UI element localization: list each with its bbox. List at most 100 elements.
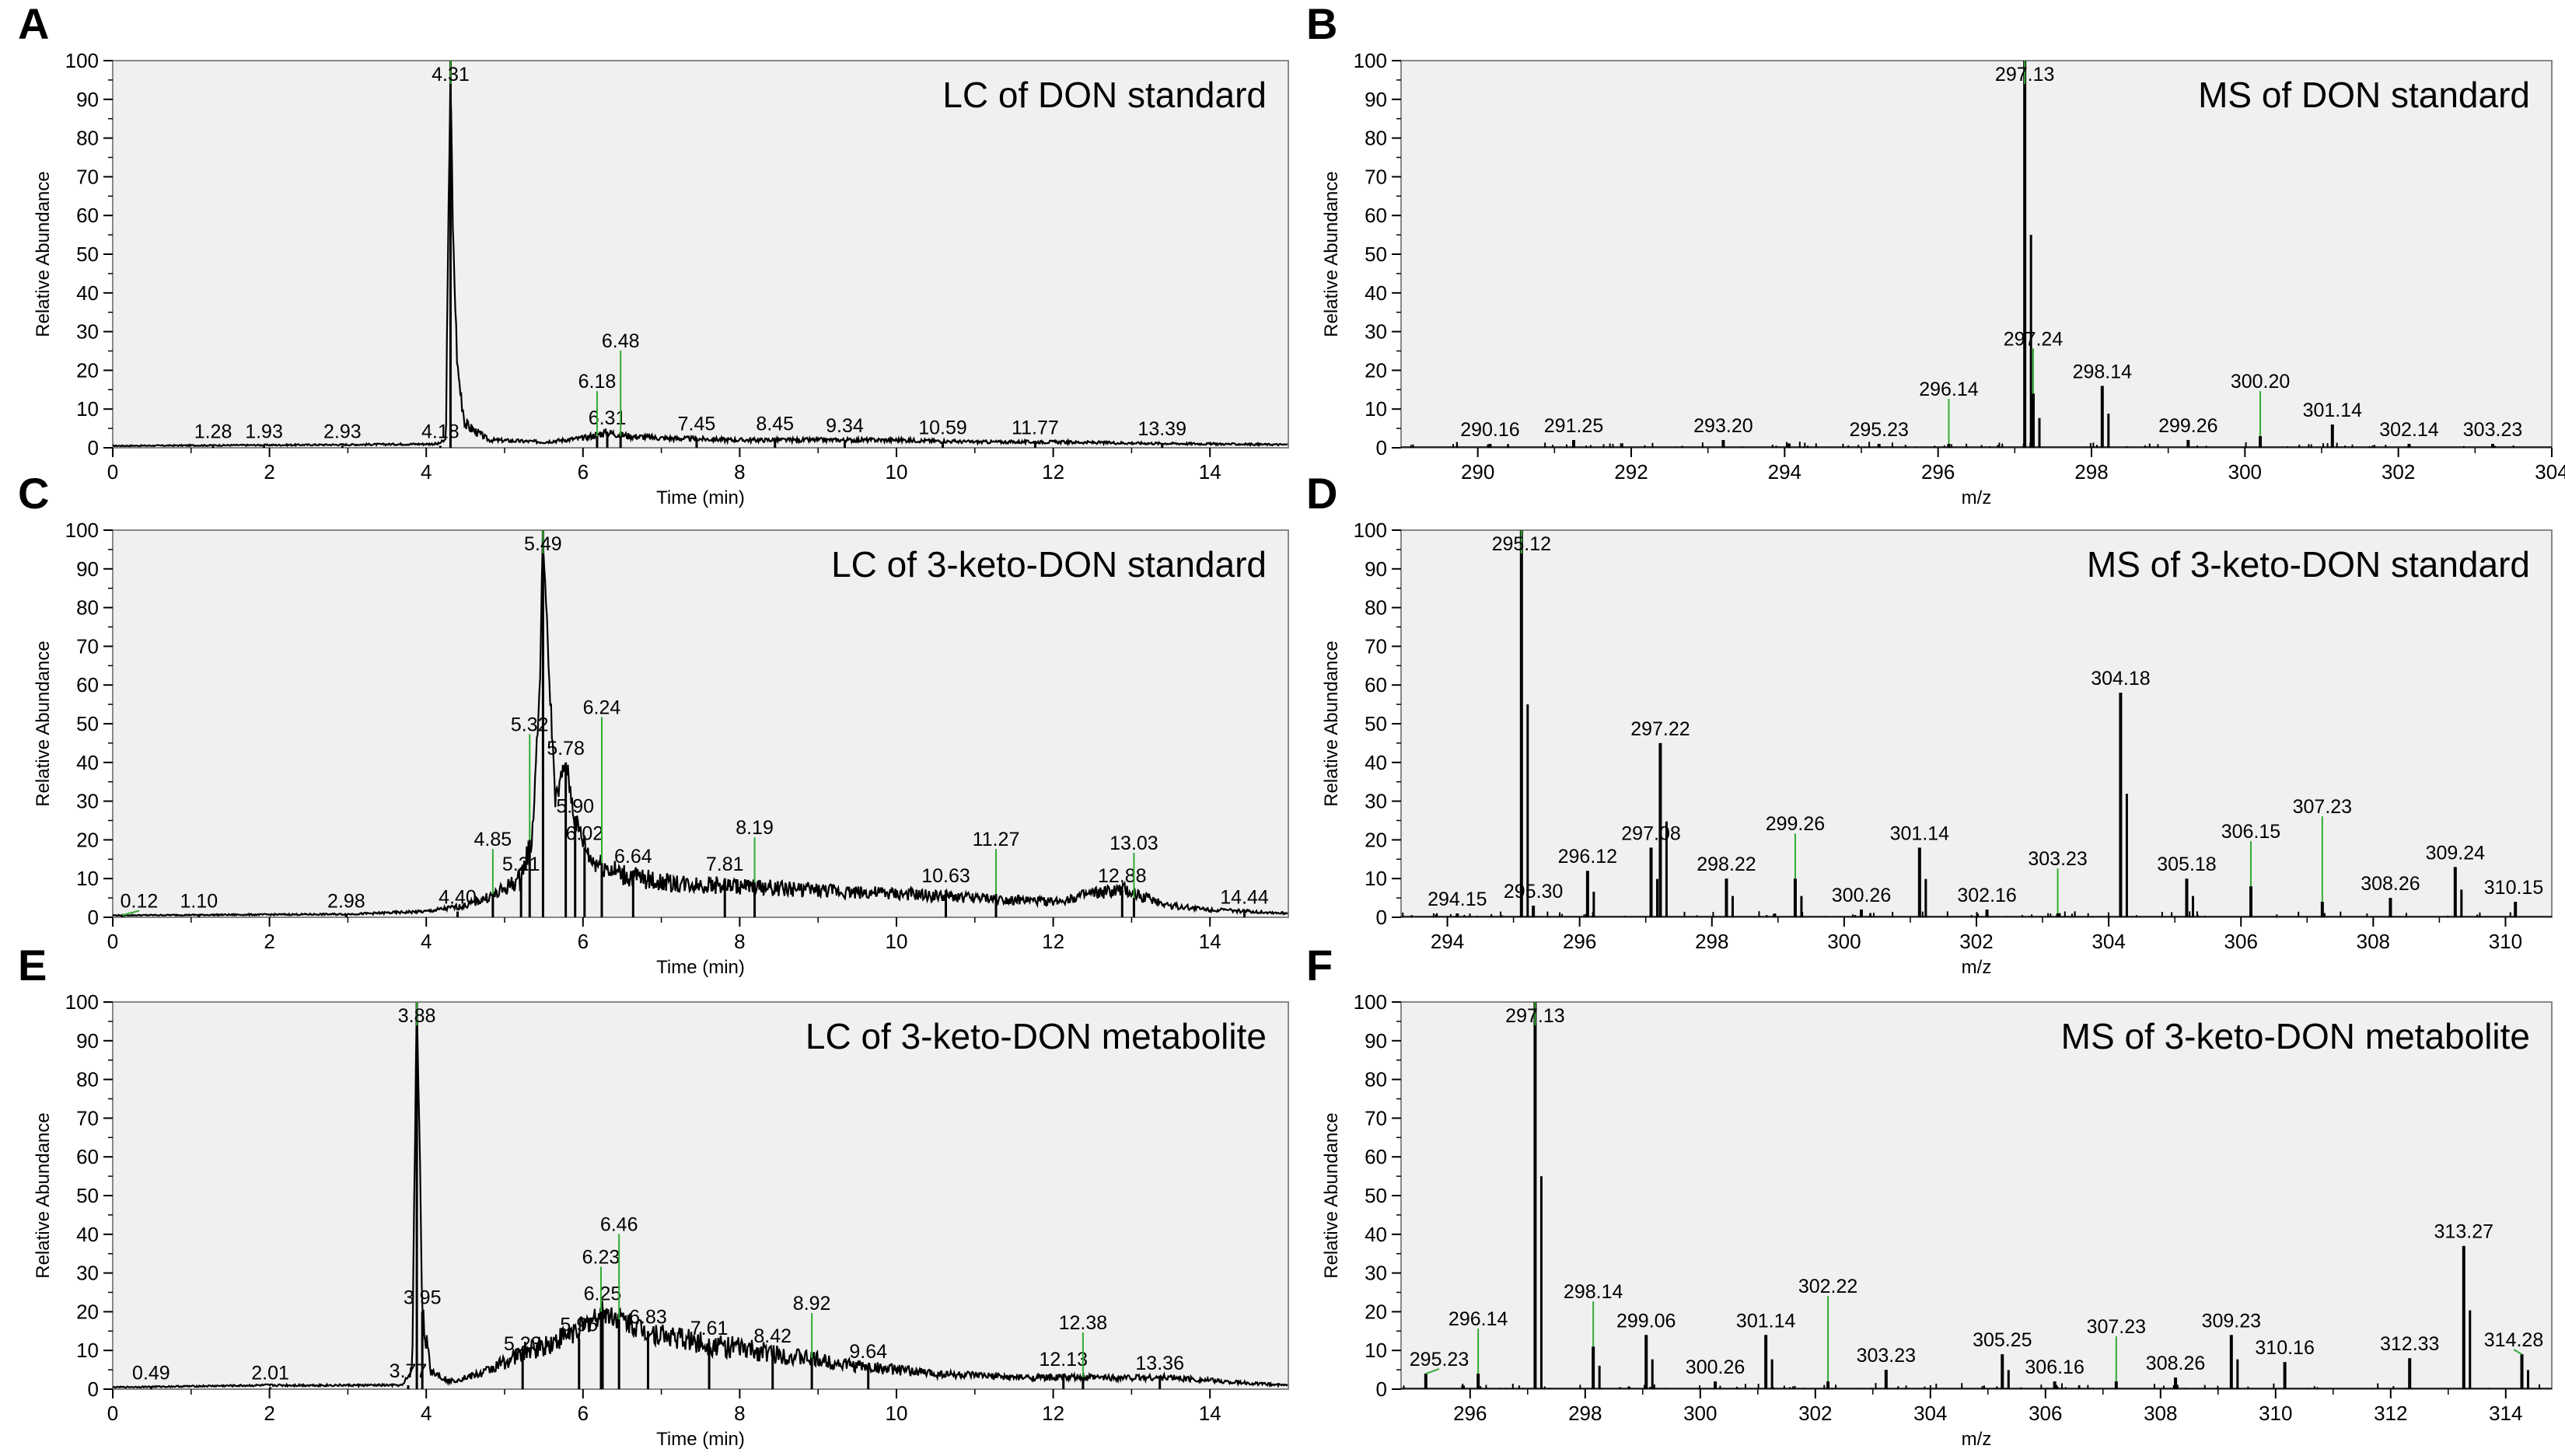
y-tick-label: 70 [76,1106,99,1130]
x-tick-label: 304 [2535,460,2565,484]
x-tick-label: 6 [578,460,589,484]
y-tick-label: 20 [76,828,99,851]
peak-label: 301.14 [1736,1310,1796,1332]
peak-label: 4.40 [439,887,477,909]
peak-label: 5.32 [511,714,549,735]
y-tick-label: 30 [76,790,99,813]
x-tick-label: 306 [2224,930,2258,953]
x-tick-label: 10 [886,930,908,953]
y-tick-label: 50 [76,243,99,266]
y-tick-label: 0 [88,906,99,929]
panel-c: C 0 10 20 30 40 50 60 70 80 90 100 0 2 4 6 8 10 12 14 Time (… [18,469,1289,978]
y-tick-label: 0 [88,1377,99,1401]
peak-label: 11.77 [1012,417,1059,439]
peak-label: 7.45 [678,414,716,435]
peak-label: 313.27 [2434,1221,2493,1243]
panel-letter: B [1306,0,1337,48]
y-axis-label: Relative Abundance [1321,171,1342,337]
y-tick-label: 10 [1365,397,1387,421]
peak-label: 306.15 [2221,821,2280,843]
peak-label: 5.23 [504,1333,542,1355]
peak-label: 0.49 [132,1363,170,1384]
leader-line [121,910,140,917]
plot-area [112,1001,1289,1390]
x-tick-label: 310 [2489,930,2522,953]
peak-label: 13.36 [1135,1353,1184,1374]
peak-label: 6.23 [582,1246,620,1268]
peak-label: 4.31 [432,64,470,86]
y-tick-label: 0 [1376,436,1387,459]
peak-label: 299.26 [1766,813,1825,835]
peak-label: 300.26 [1832,885,1891,906]
peak-label: 302.16 [1957,885,2016,906]
y-tick-label: 10 [1365,1339,1387,1362]
chart-title: MS of 3-keto-DON metabolite [2061,1016,2530,1056]
y-tick-label: 90 [1365,557,1387,581]
chart-title: LC of 3-keto-DON metabolite [805,1016,1267,1056]
x-tick-label: 296 [1453,1402,1487,1425]
peak-label: 5.90 [556,796,594,818]
y-tick-label: 80 [76,127,99,150]
y-tick-label: 100 [1354,519,1387,542]
peak-label: 312.33 [2380,1333,2439,1355]
peak-label: 9.34 [826,415,864,437]
peak-label: 307.23 [2087,1316,2146,1338]
peak-label: 14.44 [1220,887,1269,909]
x-tick-label: 300 [1683,1402,1717,1425]
peak-label: 300.20 [2231,371,2290,393]
y-tick-label: 20 [1365,1300,1387,1323]
peak-label: 295.23 [1849,419,1908,441]
peak-label: 310.16 [2255,1337,2314,1359]
peak-label: 6.25 [584,1283,622,1304]
peak-label: 6.83 [629,1306,667,1328]
x-tick-label: 310 [2259,1402,2292,1425]
x-tick-label: 302 [2382,460,2415,484]
peak-label: 301.14 [2303,400,2363,421]
peak-label: 2.01 [251,1363,289,1384]
peak-label: 4.18 [421,421,460,443]
peak-label: 298.14 [2073,361,2133,382]
peak-label: 291.25 [1544,415,1603,437]
y-tick-label: 40 [1365,751,1387,774]
x-axis-label: m/z [1962,957,1992,978]
peak-label: 3.77 [390,1360,428,1382]
peak-label: 308.26 [2146,1353,2205,1374]
plot-area [112,529,1289,918]
x-tick-label: 312 [2374,1402,2407,1425]
peak-label: 2.93 [323,421,362,443]
peak-label: 303.23 [2463,419,2522,441]
y-tick-label: 50 [1365,1184,1387,1207]
peak-label: 8.45 [756,414,794,435]
peak-label: 7.61 [690,1318,729,1339]
peak-label: 13.39 [1137,418,1186,440]
peak-label: 3.88 [398,1005,436,1027]
y-tick-label: 0 [1376,1377,1387,1401]
x-tick-label: 304 [2091,930,2125,953]
y-tick-label: 90 [1365,88,1387,111]
peak-label: 2.98 [327,891,365,913]
peak-label: 6.64 [614,846,652,868]
x-tick-label: 298 [1568,1402,1602,1425]
peak-label: 12.38 [1059,1312,1108,1334]
peak-label: 10.63 [921,865,970,887]
peak-label: 4.85 [474,829,512,850]
x-tick-label: 300 [2228,460,2262,484]
plot-area [112,60,1289,449]
y-tick-label: 90 [76,88,99,111]
peak-label: 299.06 [1616,1310,1676,1332]
peak-label: 296.14 [1448,1308,1508,1330]
y-tick-label: 50 [76,1184,99,1207]
x-tick-label: 302 [1959,930,1993,953]
y-axis-label: Relative Abundance [33,641,54,807]
peak-label: 301.14 [1890,822,1950,844]
leader-line [2513,1349,2523,1356]
y-tick-label: 50 [76,712,99,735]
y-tick-label: 60 [1365,673,1387,697]
peak-label: 309.23 [2202,1310,2261,1332]
x-tick-label: 12 [1042,930,1064,953]
y-tick-label: 100 [65,49,99,72]
y-tick-label: 60 [76,204,99,227]
y-tick-label: 90 [76,1029,99,1053]
plot-area [1400,529,2553,918]
